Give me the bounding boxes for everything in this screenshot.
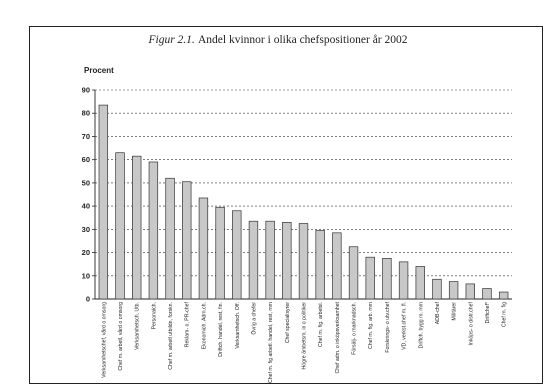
x-tick-label: Personalch. — [151, 302, 157, 329]
x-tick-label: Driftch. handel, rest, fin. — [218, 302, 224, 357]
x-tick-label: Ekonomich. Adm.ch. — [201, 302, 207, 349]
y-tick-label: 0 — [86, 295, 90, 304]
bar — [282, 222, 292, 300]
figure-caption: Figur 2.1. Andel kvinnor i olika chefspo… — [0, 34, 556, 46]
bar — [415, 266, 425, 300]
figure-label: Figur 2.1. — [148, 34, 195, 46]
x-tick-label: Övrig a chefer — [250, 302, 257, 335]
x-tick-label: Forsknings- o utv.chef — [385, 301, 391, 352]
bar — [115, 152, 125, 300]
x-tick-label: Verksamhetschef, vård o omsorg — [100, 302, 107, 378]
x-tick-label: Militärer — [452, 302, 458, 321]
bar — [398, 261, 409, 300]
bar — [265, 220, 275, 300]
y-tick-label: 70 — [82, 132, 90, 141]
x-tick-label: Reklam- o. PR-chef — [185, 301, 191, 347]
y-tick-label: 30 — [82, 225, 90, 234]
figure-frame — [29, 26, 543, 384]
x-tick-label: Driftchef* — [485, 302, 491, 323]
bar — [298, 223, 309, 300]
x-tick-label: Chef specialisyrer — [285, 302, 291, 343]
y-tick-label: 80 — [82, 109, 90, 118]
x-tick-label: Verksamhetsch. Off. — [235, 302, 241, 349]
bar — [365, 256, 375, 300]
bar — [132, 155, 142, 300]
y-tick-label: 60 — [82, 155, 90, 164]
x-tick-label: Chef m. fig — [502, 302, 508, 327]
x-tick-label: Verksamhetsch. Utb. — [135, 302, 141, 350]
bar — [448, 281, 459, 300]
x-tick-label: Chef m. fig. arb. mm — [368, 302, 374, 349]
x-tick-label: Chef m. arbetl, vård o omsorg — [117, 302, 124, 371]
x-tick-label: Inköps- o distr.chef — [468, 301, 474, 345]
y-axis-label: Procent — [84, 66, 114, 75]
bar — [332, 232, 342, 300]
x-tick-label: Driftch. bygg m. mm — [418, 302, 424, 348]
bar — [148, 161, 159, 300]
bar — [198, 197, 209, 300]
bar — [232, 210, 242, 300]
bar — [465, 283, 475, 300]
y-tick-label: 10 — [82, 271, 90, 280]
bar — [482, 288, 492, 300]
bar — [498, 291, 509, 300]
x-tick-label: Högre ämbetsm. in o politiker — [302, 302, 308, 370]
x-tick-label: Chef m. fig arbetl. handel, rest, mm — [268, 302, 274, 383]
y-tick-label: 40 — [82, 202, 90, 211]
x-tick-label: ADB-chef — [435, 301, 441, 324]
x-tick-label: Chef adm. o inköpsverksamhet — [335, 301, 341, 373]
bar — [348, 246, 359, 300]
y-tick-label: 20 — [82, 248, 90, 257]
figure-title: Andel kvinnor i olika chefspositioner år… — [198, 34, 408, 46]
y-tick-label: 90 — [82, 86, 90, 95]
bar — [182, 181, 192, 300]
x-tick-label: Chef m. fig. arbetsl. — [318, 302, 324, 347]
bar — [382, 258, 392, 300]
bar — [215, 206, 225, 300]
y-tick-label: 50 — [82, 178, 90, 187]
bar — [432, 278, 442, 300]
x-tick-label: Försälj- o marknadsch. — [352, 302, 358, 355]
bar — [165, 177, 175, 300]
bar — [98, 104, 109, 300]
bar — [248, 220, 259, 300]
x-tick-label: Chef m. arbetl utbildn, forskn. — [168, 302, 174, 370]
bar — [315, 230, 325, 300]
x-tick-label: VD, verkst.chef m. fl. — [402, 302, 408, 350]
